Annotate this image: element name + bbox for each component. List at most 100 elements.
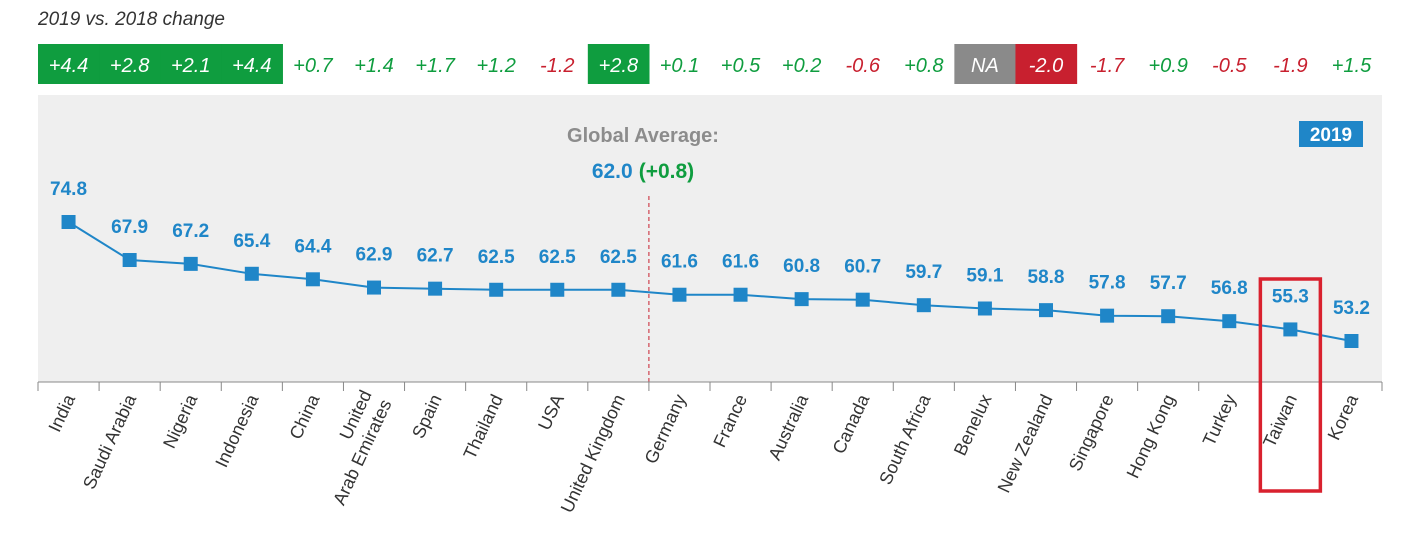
x-ticks xyxy=(37,382,1383,391)
data-point xyxy=(611,282,626,297)
data-point xyxy=(183,256,198,271)
data-label: 55.3 xyxy=(1272,286,1309,307)
category-label: Thailand xyxy=(460,391,507,462)
change-value: +0.2 xyxy=(782,55,821,77)
data-point xyxy=(733,287,748,302)
change-value: -0.5 xyxy=(1212,55,1247,77)
change-value: -1.2 xyxy=(540,55,574,77)
data-point xyxy=(61,215,76,229)
data-point xyxy=(1161,309,1176,324)
change-value: +1.5 xyxy=(1332,55,1372,77)
data-label: 65.4 xyxy=(233,231,270,252)
category-label: UnitedArab Emirates xyxy=(309,387,395,508)
category-label: China xyxy=(286,390,324,442)
change-cell-bg xyxy=(587,44,650,84)
category-label: Singapore xyxy=(1065,391,1118,474)
change-value: +2.8 xyxy=(599,55,638,77)
change-value: -1.7 xyxy=(1090,55,1125,77)
category-labels: India Saudi Arabia Nigeria Indonesia China Un… xyxy=(45,387,1363,516)
change-value: -1.9 xyxy=(1273,55,1307,77)
category-label: United Kingdom xyxy=(557,391,629,516)
change-cell-bg xyxy=(221,44,283,84)
data-point xyxy=(550,282,565,297)
data-label: 57.8 xyxy=(1089,273,1126,294)
data-label: 64.4 xyxy=(294,236,331,257)
change-value: +2.1 xyxy=(171,55,210,77)
change-cell-bg xyxy=(1015,44,1078,84)
data-label: 67.9 xyxy=(111,217,148,238)
data-label: 61.6 xyxy=(661,252,698,273)
data-point xyxy=(367,280,381,295)
change-row: +4.4 +2.8 +2.1 +4.4 +0.7 +1.4 +1.7 +1.2 -1.2 +2.8… xyxy=(38,44,1372,84)
global-average-value-text: 62.0 (+0.8) xyxy=(592,160,694,183)
data-label: 60.8 xyxy=(783,256,820,277)
data-label: 57.7 xyxy=(1150,273,1187,294)
data-label: 61.6 xyxy=(722,252,759,273)
category-label: Germany xyxy=(641,391,690,467)
data-label: 53.2 xyxy=(1333,298,1370,319)
data-label: 56.8 xyxy=(1211,278,1248,299)
data-point xyxy=(489,282,504,297)
category-label: Spain xyxy=(408,391,446,441)
data-point xyxy=(1222,314,1237,329)
data-point xyxy=(428,281,443,296)
change-cell-bg xyxy=(954,44,1017,84)
series-line xyxy=(67,221,1352,342)
category-label: Benelux xyxy=(950,391,996,458)
change-cell-bg xyxy=(160,44,222,84)
category-label: Saudi Arabia xyxy=(79,390,141,492)
category-label: India xyxy=(45,390,80,435)
change-value: NA xyxy=(971,55,999,77)
change-cell-bg xyxy=(99,44,161,84)
category-label: Taiwan xyxy=(1259,391,1301,450)
data-label: 67.2 xyxy=(172,221,209,242)
data-label: 62.9 xyxy=(356,245,393,266)
category-label: Turkey xyxy=(1199,391,1240,449)
category-label: USA xyxy=(534,391,568,433)
data-point xyxy=(794,292,809,307)
data-label: 60.7 xyxy=(844,257,881,278)
data-point xyxy=(977,301,992,316)
category-label: Nigeria xyxy=(159,390,202,451)
category-label: Canada xyxy=(829,390,874,456)
change-title: 2019 vs. 2018 change xyxy=(37,9,225,30)
data-point xyxy=(1344,334,1359,348)
change-value: +1.4 xyxy=(354,55,393,77)
global-average-value: 62.0 xyxy=(592,160,633,183)
data-label: 62.5 xyxy=(600,247,637,268)
change-value: +0.9 xyxy=(1148,55,1187,77)
change-value: +1.7 xyxy=(415,55,455,77)
change-value: +0.7 xyxy=(293,55,333,77)
data-point xyxy=(916,298,931,313)
year-badge: 2019 xyxy=(1310,125,1352,146)
change-value: +0.1 xyxy=(660,55,699,77)
markers xyxy=(61,215,1359,348)
data-label: 62.5 xyxy=(539,247,576,268)
data-point xyxy=(855,292,870,307)
category-label: Indonesia xyxy=(211,390,263,470)
plot-background xyxy=(38,95,1382,382)
change-value: +1.2 xyxy=(476,55,515,77)
data-point xyxy=(1283,322,1298,337)
change-value: -2.0 xyxy=(1029,55,1063,77)
data-point xyxy=(1039,303,1053,318)
change-value: +4.4 xyxy=(232,55,271,77)
category-label: New Zealand xyxy=(994,391,1057,496)
global-average-title: Global Average: xyxy=(567,125,719,147)
change-cell-bg xyxy=(38,44,100,84)
category-label: Korea xyxy=(1324,390,1363,443)
change-value: +0.5 xyxy=(721,55,761,77)
highlight-box xyxy=(1258,277,1323,493)
data-label: 62.5 xyxy=(478,247,515,268)
category-label: South Africa xyxy=(875,390,935,487)
data-point xyxy=(1100,308,1115,323)
data-label: 59.7 xyxy=(905,262,942,283)
data-point xyxy=(244,266,259,281)
category-label: France xyxy=(709,391,751,450)
data-point xyxy=(672,287,687,302)
value-labels: 74.8 67.9 67.2 65.4 64.4 62.9 62.7 62.5 62.5 62.5… xyxy=(50,179,1370,319)
change-value: +4.4 xyxy=(49,55,88,77)
data-label: 59.1 xyxy=(966,265,1003,286)
data-label: 74.8 xyxy=(50,179,87,200)
change-value: +2.8 xyxy=(110,55,149,77)
